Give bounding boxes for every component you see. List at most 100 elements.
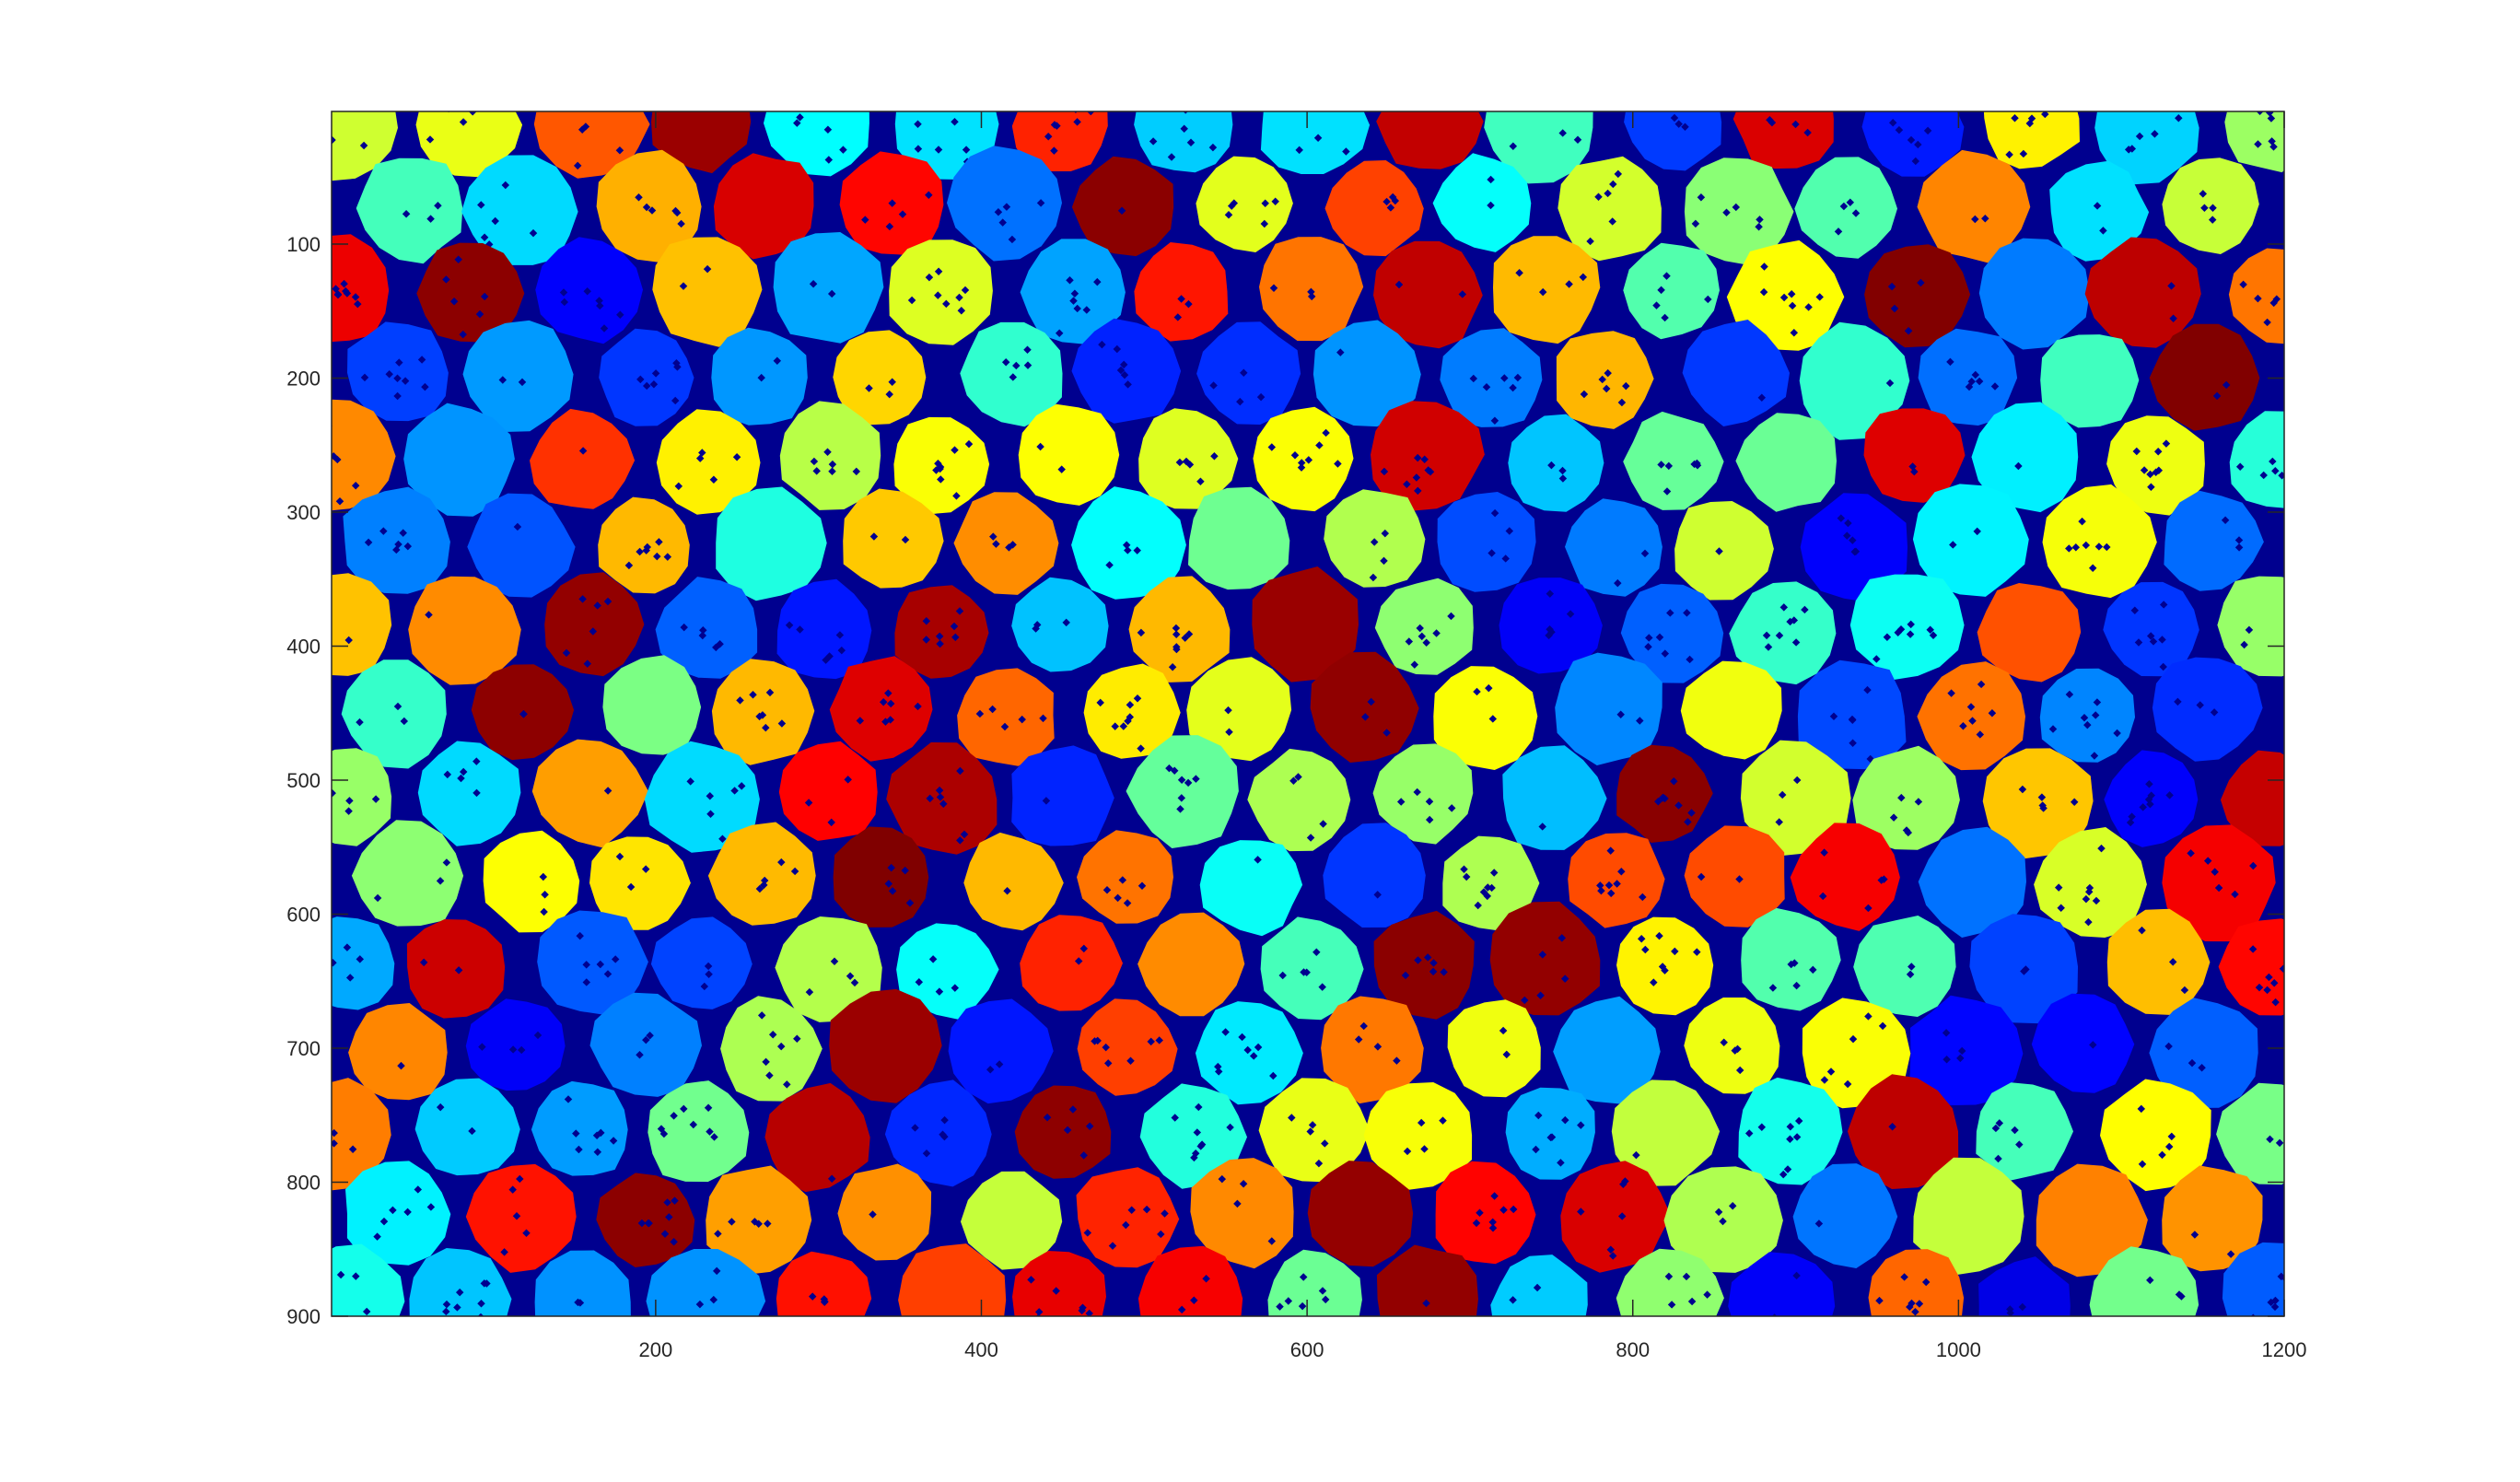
region-hole bbox=[1416, 624, 1424, 633]
region-hole bbox=[583, 659, 592, 668]
region bbox=[332, 234, 390, 343]
region-hole bbox=[1820, 848, 1828, 857]
region-hole bbox=[513, 522, 522, 531]
region-hole bbox=[1027, 1276, 1035, 1284]
region bbox=[1912, 484, 2029, 597]
region-hole bbox=[364, 538, 373, 547]
region-hole bbox=[1661, 966, 1669, 974]
region bbox=[408, 576, 521, 685]
region-hole bbox=[562, 648, 571, 658]
region-hole bbox=[1976, 730, 1985, 739]
region-hole bbox=[1319, 820, 1327, 828]
region-hole bbox=[1775, 818, 1783, 826]
region-hole bbox=[1762, 631, 1771, 640]
region-hole bbox=[1616, 710, 1625, 718]
y-tick-label: 500 bbox=[286, 769, 321, 792]
region-hole bbox=[2267, 1298, 2275, 1307]
region-hole bbox=[777, 719, 787, 728]
region-hole bbox=[1177, 776, 1186, 784]
region-hole bbox=[986, 1066, 995, 1074]
region-hole bbox=[1558, 934, 1567, 942]
region-hole bbox=[1670, 777, 1678, 786]
region-hole bbox=[1546, 589, 1555, 598]
region-hole bbox=[1423, 953, 1432, 962]
region bbox=[2042, 484, 2157, 599]
region-hole bbox=[1032, 621, 1042, 629]
region-hole bbox=[1532, 1145, 1540, 1154]
region-hole bbox=[1977, 680, 1986, 689]
region bbox=[2162, 1165, 2263, 1272]
region bbox=[898, 1243, 1007, 1316]
region bbox=[1077, 830, 1173, 924]
region-hole bbox=[2103, 543, 2111, 552]
region-hole bbox=[1276, 1302, 1284, 1311]
region bbox=[652, 237, 763, 347]
region bbox=[713, 153, 814, 260]
region-hole bbox=[2018, 1302, 2027, 1312]
region bbox=[1568, 833, 1665, 928]
region-hole bbox=[765, 688, 775, 697]
region-hole bbox=[1502, 1050, 1511, 1059]
region bbox=[1020, 239, 1126, 344]
region-hole bbox=[1413, 788, 1421, 797]
axes-box bbox=[331, 111, 2285, 1317]
region-hole bbox=[1176, 805, 1184, 813]
region-hole bbox=[1644, 643, 1652, 651]
region-hole bbox=[356, 718, 364, 727]
region-hole bbox=[1907, 620, 1915, 629]
region-hole bbox=[777, 858, 786, 867]
region-hole bbox=[2018, 785, 2027, 794]
region-hole bbox=[426, 215, 435, 223]
region bbox=[2094, 111, 2199, 185]
region-hole bbox=[1380, 556, 1388, 566]
region bbox=[776, 578, 872, 680]
region bbox=[1071, 486, 1186, 600]
region-hole bbox=[922, 617, 931, 625]
region-hole bbox=[345, 797, 354, 805]
region-hole bbox=[2057, 904, 2065, 912]
region bbox=[716, 486, 827, 601]
region-hole bbox=[2249, 861, 2258, 870]
region-hole bbox=[936, 793, 945, 801]
region-hole bbox=[1606, 1245, 1616, 1254]
region-hole bbox=[1509, 1205, 1518, 1214]
region-hole bbox=[1843, 531, 1851, 540]
region-hole bbox=[2134, 638, 2143, 647]
region-hole bbox=[1786, 1123, 1795, 1131]
region-hole bbox=[844, 776, 852, 784]
region bbox=[1376, 111, 1484, 169]
region bbox=[646, 1249, 766, 1316]
region-hole bbox=[379, 527, 388, 535]
region-hole bbox=[937, 475, 945, 484]
region bbox=[1611, 1079, 1721, 1186]
region bbox=[2217, 576, 2284, 677]
region-hole bbox=[935, 987, 944, 996]
y-tick-label: 600 bbox=[286, 904, 321, 927]
region-hole bbox=[884, 880, 893, 888]
region-hole bbox=[399, 529, 407, 537]
region-hole bbox=[2037, 793, 2047, 801]
region-hole bbox=[1039, 714, 1047, 723]
region bbox=[1372, 743, 1474, 845]
region-hole bbox=[989, 532, 998, 541]
region bbox=[1018, 403, 1120, 506]
region bbox=[1188, 486, 1290, 590]
region-hole bbox=[2146, 632, 2155, 640]
region-hole bbox=[1177, 1305, 1186, 1314]
region bbox=[1437, 492, 1536, 592]
region-hole bbox=[434, 202, 442, 210]
region-hole bbox=[2259, 471, 2268, 480]
region-hole bbox=[1489, 869, 1499, 877]
region bbox=[467, 493, 576, 598]
region-hole bbox=[1401, 971, 1410, 980]
region-hole bbox=[1959, 722, 1967, 730]
region bbox=[779, 401, 881, 510]
region-hole bbox=[351, 482, 360, 490]
region-hole bbox=[1172, 630, 1181, 638]
region bbox=[651, 111, 752, 174]
region-hole bbox=[1440, 968, 1448, 976]
region-hole bbox=[1289, 776, 1298, 785]
region-hole bbox=[1682, 1272, 1691, 1281]
region-hole bbox=[393, 374, 402, 382]
region bbox=[2040, 334, 2140, 428]
